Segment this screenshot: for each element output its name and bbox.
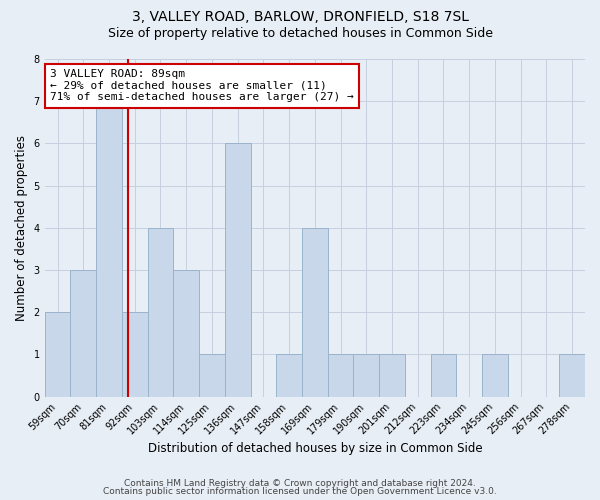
Text: 3, VALLEY ROAD, BARLOW, DRONFIELD, S18 7SL: 3, VALLEY ROAD, BARLOW, DRONFIELD, S18 7…: [131, 10, 469, 24]
Bar: [173, 270, 199, 396]
Bar: [70, 270, 96, 396]
Bar: [199, 354, 225, 397]
Text: Contains HM Land Registry data © Crown copyright and database right 2024.: Contains HM Land Registry data © Crown c…: [124, 478, 476, 488]
Text: Size of property relative to detached houses in Common Side: Size of property relative to detached ho…: [107, 28, 493, 40]
Bar: [353, 354, 379, 397]
X-axis label: Distribution of detached houses by size in Common Side: Distribution of detached houses by size …: [148, 442, 482, 455]
Text: 3 VALLEY ROAD: 89sqm
← 29% of detached houses are smaller (11)
71% of semi-detac: 3 VALLEY ROAD: 89sqm ← 29% of detached h…: [50, 69, 354, 102]
Y-axis label: Number of detached properties: Number of detached properties: [15, 135, 28, 321]
Bar: [44, 312, 70, 396]
Bar: [482, 354, 508, 397]
Bar: [559, 354, 585, 397]
Bar: [225, 144, 251, 396]
Text: Contains public sector information licensed under the Open Government Licence v3: Contains public sector information licen…: [103, 487, 497, 496]
Bar: [379, 354, 405, 397]
Bar: [302, 228, 328, 396]
Bar: [431, 354, 457, 397]
Bar: [328, 354, 353, 397]
Bar: [276, 354, 302, 397]
Bar: [148, 228, 173, 396]
Bar: [96, 101, 122, 396]
Bar: [122, 312, 148, 396]
